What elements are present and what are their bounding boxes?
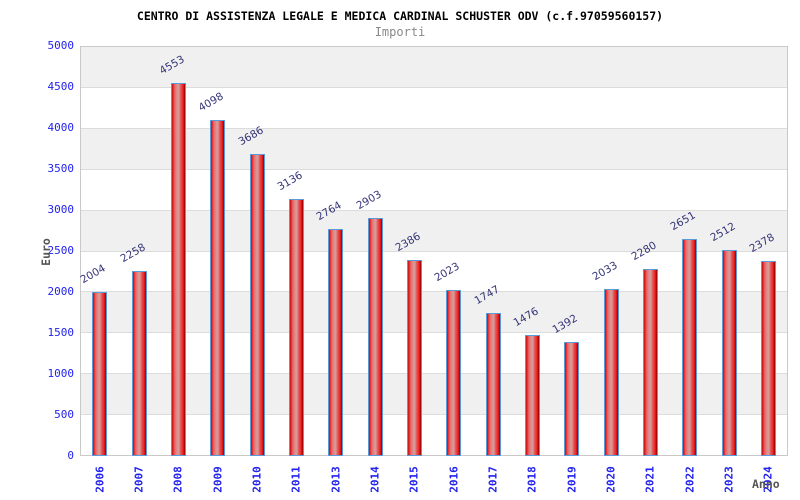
- x-tick-label: 2023: [722, 466, 736, 493]
- bar-2014: [368, 218, 383, 456]
- y-tick-label: 3500: [47, 162, 75, 175]
- plot-band: [81, 332, 787, 374]
- bar-2023: [722, 250, 737, 456]
- plot-area: [80, 46, 788, 456]
- plot-band: [81, 373, 787, 415]
- y-tick-label: 2000: [47, 285, 75, 298]
- bar-2017: [486, 313, 501, 456]
- plot-band: [81, 47, 787, 87]
- bar-2016: [446, 290, 461, 456]
- plot-band: [81, 414, 787, 456]
- y-tick-label: 1000: [47, 367, 75, 380]
- x-tick-label: 2008: [171, 466, 185, 493]
- bar-2020: [604, 289, 619, 456]
- bar-2010: [250, 154, 265, 456]
- y-tick-label: 0: [67, 449, 74, 462]
- bar-2011: [289, 199, 304, 456]
- y-tick-label: 4000: [47, 121, 75, 134]
- y-tick-label: 4500: [47, 80, 75, 93]
- x-tick-label: 2015: [407, 466, 421, 493]
- x-tick-label: 2019: [565, 466, 579, 493]
- plot-band: [81, 209, 787, 251]
- plot-band: [81, 168, 787, 210]
- x-tick-label: 2018: [525, 466, 539, 493]
- x-tick-label: 2007: [132, 466, 146, 493]
- y-tick-label: 3000: [47, 203, 75, 216]
- plot-band: [81, 291, 787, 333]
- plot-band: [81, 250, 787, 292]
- bar-2018: [525, 335, 540, 456]
- x-tick-label: 2022: [683, 466, 697, 493]
- chart-title: CENTRO DI ASSISTENZA LEGALE E MEDICA CAR…: [136, 9, 664, 23]
- plot-band: [81, 86, 787, 128]
- x-tick-label: 2014: [368, 466, 382, 493]
- x-tick-label: 2013: [329, 466, 343, 493]
- bar-2007: [132, 271, 147, 456]
- bar-2024: [761, 261, 776, 456]
- y-axis-title: Euro: [39, 238, 53, 266]
- x-tick-label: 2006: [93, 466, 107, 493]
- y-tick-label: 5000: [47, 39, 75, 52]
- bar-2022: [682, 239, 697, 456]
- x-tick-label: 2010: [250, 466, 264, 493]
- x-tick-label: 2009: [211, 466, 225, 493]
- x-tick-label: 2017: [486, 466, 500, 493]
- bar-2006: [92, 292, 107, 456]
- x-tick-label: 2016: [447, 466, 461, 493]
- x-tick-label: 2020: [604, 466, 618, 493]
- x-axis-title: Anno: [752, 477, 780, 491]
- x-tick-label: 2021: [643, 466, 657, 493]
- bar-2013: [328, 229, 343, 456]
- plot-band: [81, 127, 787, 169]
- y-tick-label: 500: [54, 408, 74, 421]
- bar-2019: [564, 342, 579, 456]
- y-tick-label: 1500: [47, 326, 75, 339]
- x-tick-label: 2011: [289, 466, 303, 493]
- bar-2008: [171, 83, 186, 456]
- bar-2021: [643, 269, 658, 456]
- bar-2015: [407, 260, 422, 456]
- bar-2009: [210, 120, 225, 456]
- chart-subtitle: Importi: [374, 25, 426, 39]
- y-tick-label: 2500: [47, 244, 75, 257]
